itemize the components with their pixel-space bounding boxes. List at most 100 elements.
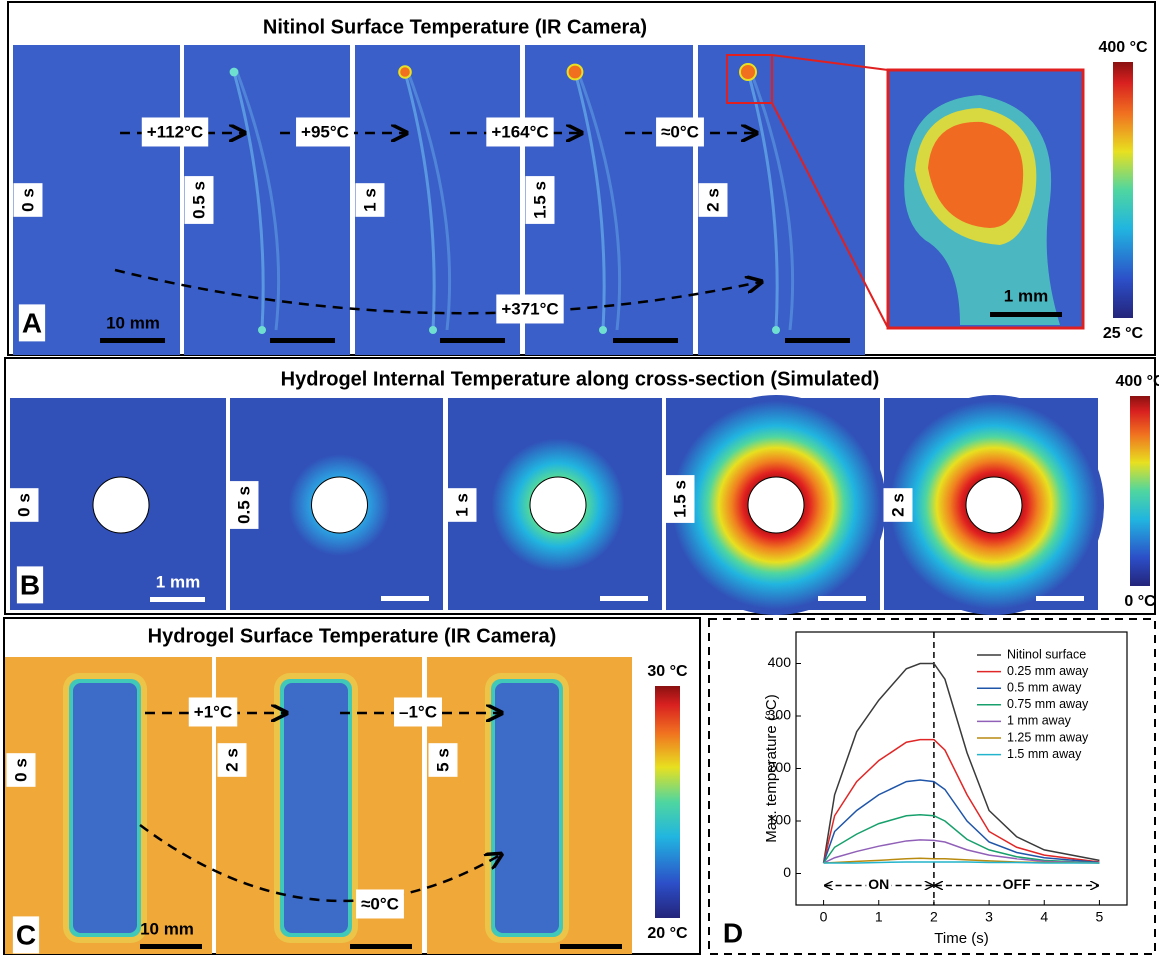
- scale-bar-label: 10 mm: [140, 919, 194, 938]
- time-label: 0.5 s: [234, 486, 253, 524]
- scale-bar: [150, 597, 205, 602]
- change-label-group: +95°C: [296, 117, 354, 146]
- legend-label: 0.75 mm away: [1007, 697, 1089, 711]
- panel-letter: A: [22, 307, 42, 338]
- colorbar-min: 20 °C: [647, 925, 688, 942]
- change-label-group: ≈0°C: [656, 117, 704, 146]
- time-label: 1.5 s: [670, 480, 689, 518]
- change-label: +164°C: [491, 122, 548, 141]
- scale-bar: [1036, 596, 1084, 601]
- wire-section: [966, 477, 1022, 533]
- hydrogel: [495, 683, 559, 933]
- panel-letter-group: D: [720, 914, 746, 951]
- legend-label: 1.25 mm away: [1007, 730, 1089, 744]
- time-label: 1.5 s: [530, 181, 549, 219]
- scale-bar: [600, 596, 648, 601]
- colorbar: [655, 686, 680, 918]
- change-label: +112°C: [147, 122, 203, 141]
- y-tick-label: 0: [783, 864, 791, 880]
- phase-label: OFF: [1003, 876, 1031, 892]
- wire-section: [312, 477, 368, 533]
- colorbar-min: 25 °C: [1103, 325, 1144, 342]
- phase-label-group: ON: [866, 874, 891, 894]
- scale-bar: [818, 596, 866, 601]
- change-label-group: +371°C: [496, 294, 563, 323]
- colorbar-min: 0 °C: [1124, 593, 1156, 610]
- time-label-group: 1.5 s: [525, 176, 554, 224]
- y-tick-label: 400: [768, 654, 792, 670]
- panel-letter: B: [20, 569, 40, 600]
- wire-section: [530, 477, 586, 533]
- scale-bar: [140, 944, 202, 949]
- x-tick-label: 0: [820, 909, 828, 925]
- x-axis-label: Time (s): [934, 930, 988, 947]
- time-label: 2 s: [703, 188, 722, 212]
- panel-letter: D: [723, 917, 743, 948]
- change-label-group: +164°C: [486, 117, 553, 146]
- time-label-group: 0.5 s: [184, 176, 213, 224]
- time-label-group: 0 s: [9, 488, 38, 522]
- scale-bar: [785, 338, 850, 343]
- change-label: +1°C: [194, 702, 232, 721]
- wire-end: [429, 326, 437, 334]
- time-label: 1 s: [452, 493, 471, 517]
- panel-letter: C: [16, 919, 36, 950]
- x-tick-label: 1: [875, 909, 883, 925]
- time-label: 2 s: [888, 493, 907, 517]
- change-label: –1°C: [399, 702, 437, 721]
- x-tick-label: 4: [1040, 909, 1048, 925]
- time-label-group: 0 s: [6, 753, 35, 787]
- change-label-group: –1°C: [394, 697, 442, 726]
- time-label: 2 s: [222, 748, 241, 772]
- colorbar: [1130, 396, 1150, 586]
- x-tick-label: 2: [930, 909, 938, 925]
- scale-bar: [613, 338, 678, 343]
- scale-bar: [440, 338, 505, 343]
- time-label: 5 s: [433, 748, 452, 772]
- time-label-group: 1 s: [355, 183, 384, 217]
- wire-end: [258, 326, 266, 334]
- time-label-group: 2 s: [217, 743, 246, 777]
- colorbar: [1113, 62, 1133, 318]
- time-label-group: 2 s: [883, 488, 912, 522]
- figure: Nitinol Surface Temperature (IR Camera)0…: [0, 0, 1159, 955]
- time-label-group: 5 s: [428, 743, 457, 777]
- time-label: 0 s: [11, 758, 30, 782]
- legend-label: 1 mm away: [1007, 714, 1072, 728]
- scale-bar: [990, 312, 1062, 317]
- panel-letter-group: B: [17, 566, 43, 603]
- hot-tip: [399, 66, 411, 78]
- time-label-group: 0.5 s: [229, 481, 258, 529]
- colorbar-max: 400 °C: [1115, 373, 1159, 390]
- panel-title: Hydrogel Surface Temperature (IR Camera): [148, 625, 557, 647]
- hot-tip: [230, 68, 239, 77]
- scale-bar-label: 1 mm: [1004, 286, 1048, 305]
- scale-bar: [560, 944, 622, 949]
- scale-bar: [270, 338, 335, 343]
- page: Nitinol Surface Temperature (IR Camera)0…: [0, 0, 1159, 955]
- time-label-group: 1.5 s: [665, 475, 694, 523]
- change-label-group: +1°C: [189, 697, 237, 726]
- time-label-group: 2 s: [698, 183, 727, 217]
- time-label: 0 s: [18, 188, 37, 212]
- panel-letter-group: A: [19, 304, 45, 341]
- change-label: +95°C: [301, 122, 349, 141]
- hydrogel: [73, 683, 137, 933]
- colorbar-max: 30 °C: [647, 663, 688, 680]
- legend-label: Nitinol surface: [1007, 647, 1086, 661]
- change-label-group: ≈0°C: [356, 889, 404, 918]
- hot-tip: [568, 65, 583, 80]
- legend-label: 1.5 mm away: [1007, 747, 1082, 761]
- panel-letter-group: C: [13, 916, 39, 953]
- x-tick-label: 5: [1096, 909, 1104, 925]
- time-label: 0.5 s: [189, 181, 208, 219]
- y-axis-label: Max. temperature (°C): [763, 694, 780, 843]
- wire-end: [772, 326, 780, 334]
- time-label-group: 1 s: [447, 488, 476, 522]
- colorbar-max: 400 °C: [1098, 39, 1148, 56]
- scale-bar-label: 10 mm: [106, 313, 160, 332]
- time-label: 0 s: [14, 493, 33, 517]
- scale-bar-label: 1 mm: [156, 572, 200, 591]
- panel-title: Hydrogel Internal Temperature along cros…: [281, 368, 880, 390]
- time-label-group: 0 s: [13, 183, 42, 217]
